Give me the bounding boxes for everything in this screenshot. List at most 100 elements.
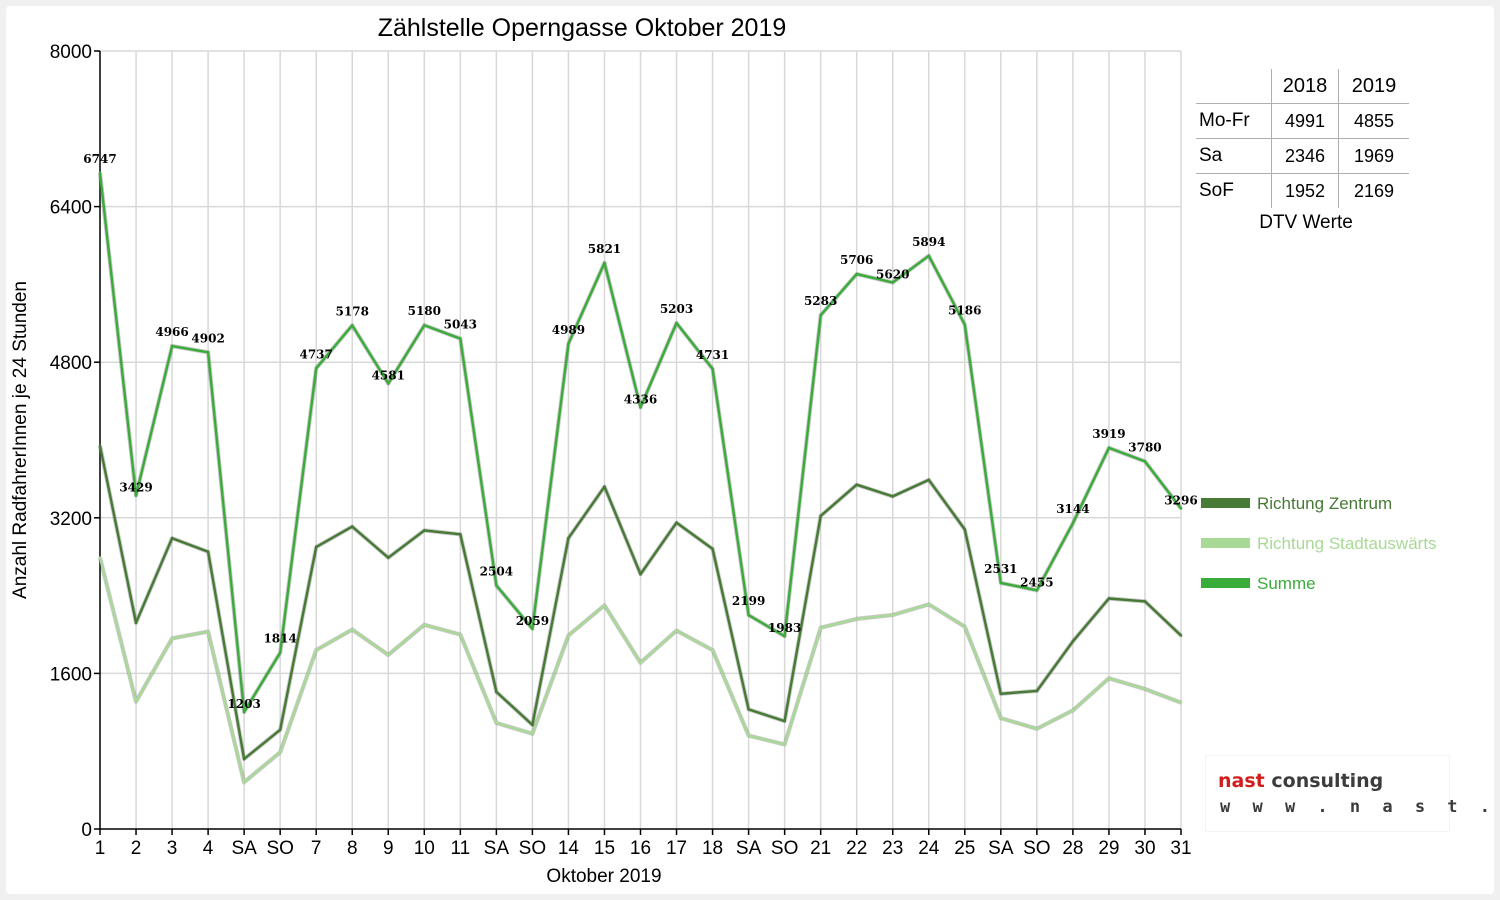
data-point	[783, 719, 786, 723]
data-point	[603, 261, 606, 265]
chart-title: Zählstelle Operngasse Oktober 2019	[378, 14, 787, 42]
data-point	[963, 528, 967, 531]
logo-word-consulting: consulting	[1271, 770, 1384, 792]
data-point	[98, 444, 102, 448]
data-point	[98, 556, 102, 559]
logo-url: w w w . n a s t . a t	[1220, 797, 1500, 817]
data-point	[495, 721, 498, 725]
data-point	[242, 710, 246, 714]
data-point	[1179, 507, 1183, 510]
dtv-value-2018: 1952	[1271, 173, 1339, 208]
legend-label: Richtung Stadtauswärts	[1257, 534, 1437, 553]
data-point	[1071, 709, 1075, 712]
data-label: 3429	[119, 481, 152, 495]
data-point	[459, 337, 462, 340]
legend-label: Richtung Zentrum	[1257, 494, 1392, 513]
data-point	[927, 603, 931, 606]
data-point	[675, 521, 678, 524]
y-tick-label: 8000	[50, 42, 92, 63]
data-label: 5178	[336, 304, 369, 318]
data-point	[963, 625, 967, 629]
data-point	[423, 623, 426, 627]
data-point	[675, 321, 678, 325]
data-point	[134, 621, 138, 625]
data-point	[1071, 640, 1075, 643]
data-point	[855, 483, 858, 487]
x-tick-label: 4	[203, 838, 214, 859]
legend-swatch	[1201, 538, 1250, 548]
x-tick-label: SA	[988, 838, 1014, 859]
company-logo: nast consulting w w w . n a s t . a t	[1206, 756, 1500, 831]
data-point	[999, 716, 1003, 720]
x-tick-label: 8	[347, 838, 358, 859]
data-label: 5043	[444, 318, 477, 332]
data-point	[242, 757, 246, 761]
data-point	[314, 545, 318, 549]
x-tick-label: 2	[131, 838, 142, 859]
dtv-value-2018: 4991	[1271, 103, 1339, 139]
data-point	[314, 648, 318, 652]
dtv-caption: DTV Werte	[1259, 212, 1353, 233]
dtv-row: Mo-Fr 4991 4855	[1196, 103, 1409, 139]
data-point	[314, 367, 318, 370]
data-point	[242, 781, 246, 784]
y-tick-label: 0	[81, 820, 92, 841]
data-point	[170, 536, 174, 540]
x-tick-label: 25	[954, 838, 975, 859]
data-label: 2059	[516, 614, 549, 628]
x-tick-label: 16	[630, 838, 651, 859]
data-point	[459, 633, 462, 636]
dtv-header-2019: 2019	[1338, 69, 1409, 104]
y-tick-label: 1600	[50, 664, 92, 685]
data-point	[675, 629, 678, 632]
data-point	[386, 653, 390, 657]
data-point	[927, 478, 931, 482]
data-label: 3296	[1164, 493, 1197, 507]
data-point	[891, 281, 895, 284]
data-point	[1107, 597, 1111, 600]
data-label: 1814	[263, 632, 296, 646]
x-tick-label: 23	[882, 838, 903, 859]
data-point	[747, 613, 750, 617]
data-point	[459, 533, 462, 536]
x-tick-label: SO	[771, 838, 798, 859]
x-tick-label: SO	[266, 838, 293, 859]
data-label: 5283	[804, 294, 837, 308]
data-point	[386, 556, 390, 559]
x-tick-label: 22	[846, 838, 867, 859]
data-label: 5180	[408, 304, 441, 318]
y-tick-label: 6400	[50, 198, 92, 219]
dtv-row-label: Mo-Fr	[1196, 103, 1272, 139]
data-point	[278, 651, 282, 654]
data-label: 1203	[227, 697, 260, 711]
y-tick-label: 3200	[50, 509, 92, 530]
x-tick-label: SA	[231, 838, 257, 859]
x-tick-label: SA	[736, 838, 762, 859]
chart-frame: 0 1600 3200 4800 6400 8000 1 2 3 4 SA SO 7 8 9 10 11 SA SO…	[6, 6, 1500, 894]
x-tick-label: SA	[484, 838, 510, 859]
data-label: 5821	[588, 242, 621, 256]
data-point	[170, 344, 174, 348]
x-tick-label: 24	[918, 838, 940, 859]
data-label: 4336	[624, 392, 657, 406]
data-label: 4966	[155, 325, 188, 339]
data-point	[1179, 701, 1183, 704]
logo-word-nast: nast	[1218, 770, 1265, 792]
dtv-row-label: Sa	[1196, 138, 1272, 174]
data-point	[1035, 689, 1039, 693]
x-tick-label: SO	[1023, 838, 1050, 859]
data-point	[891, 495, 895, 498]
x-tick-label: SO	[519, 838, 546, 859]
data-point	[567, 342, 570, 346]
data-label: 4737	[299, 347, 332, 361]
x-tick-label: 1	[95, 838, 106, 859]
data-point	[170, 637, 174, 640]
data-point	[350, 525, 354, 528]
data-point	[819, 626, 822, 629]
data-point	[567, 634, 570, 637]
data-point	[1071, 521, 1075, 525]
data-point	[206, 350, 210, 354]
data-label: 6747	[83, 152, 116, 166]
logo-wordmark: nast consulting	[1218, 770, 1383, 792]
data-point	[350, 324, 354, 327]
